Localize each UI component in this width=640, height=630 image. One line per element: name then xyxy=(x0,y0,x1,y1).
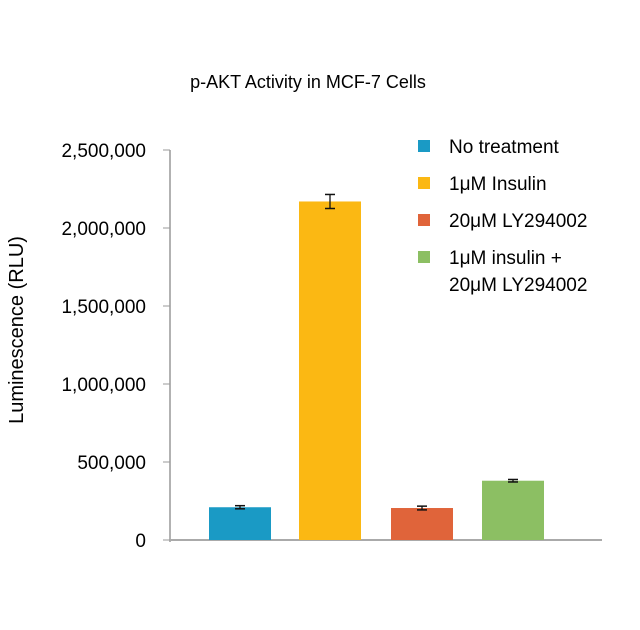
y-tick-label: 500,000 xyxy=(77,453,146,474)
bar xyxy=(209,507,271,540)
chart-title: p-AKT Activity in MCF-7 Cells xyxy=(190,72,426,92)
legend-swatch xyxy=(418,251,430,263)
legend-label: 1μM insulin + xyxy=(449,248,562,269)
y-tick-label: 2,000,000 xyxy=(61,219,146,240)
bar xyxy=(482,480,544,540)
legend-swatch xyxy=(418,214,430,226)
y-tick-label: 0 xyxy=(135,531,146,552)
bar xyxy=(391,508,453,540)
legend-label: 1μM Insulin xyxy=(449,174,547,195)
legend-swatch xyxy=(418,140,430,152)
legend-swatch xyxy=(418,177,430,189)
legend-label: 20μM LY294002 xyxy=(449,211,587,232)
y-tick-label: 1,000,000 xyxy=(61,375,146,396)
legend-label: 20μM LY294002 xyxy=(449,275,587,296)
y-tick-label: 2,500,000 xyxy=(61,141,146,162)
bar xyxy=(299,201,361,541)
y-tick-label: 1,500,000 xyxy=(61,297,146,318)
legend-label: No treatment xyxy=(449,137,560,158)
y-axis-label: Luminescence (RLU) xyxy=(6,236,28,424)
